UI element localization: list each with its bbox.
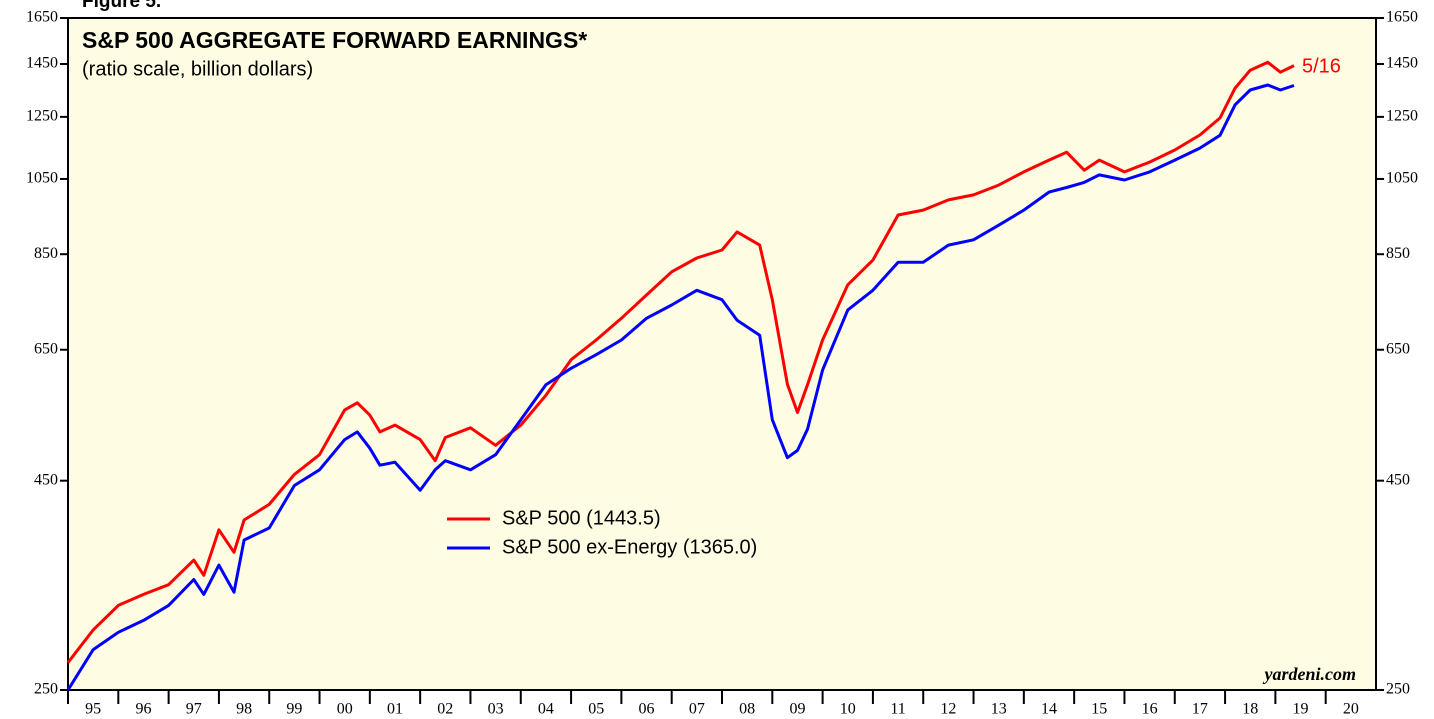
x-tick-label: 10: [840, 701, 856, 718]
y-tick-label: 250: [34, 681, 58, 698]
x-tick-label: 09: [789, 701, 805, 718]
source-label: yardeni.com: [1263, 664, 1357, 684]
chart-subtitle: (ratio scale, billion dollars): [82, 58, 313, 80]
x-tick-label: 16: [1142, 701, 1158, 718]
legend-label: S&P 500 ex-Energy (1365.0): [502, 536, 757, 558]
x-tick-label: 17: [1192, 701, 1208, 718]
y2-tick-label: 850: [1386, 245, 1410, 262]
y2-tick-label: 1450: [1386, 55, 1418, 72]
x-tick-label: 08: [739, 701, 755, 718]
x-tick-label: 00: [337, 701, 353, 718]
x-tick-label: 07: [689, 701, 705, 718]
x-tick-label: 04: [538, 701, 554, 718]
y-tick-label: 1050: [26, 170, 58, 187]
x-tick-label: 19: [1293, 701, 1309, 718]
x-tick-label: 97: [186, 701, 202, 718]
x-tick-label: 95: [85, 701, 101, 718]
series-line: [66, 83, 1295, 691]
x-tick-label: 96: [135, 701, 151, 718]
x-tick-label: 13: [991, 701, 1007, 718]
x-tick-label: 18: [1242, 701, 1258, 718]
date-annotation: 5/16: [1302, 55, 1341, 77]
y-tick-label: 650: [34, 340, 58, 357]
y2-tick-label: 1250: [1386, 108, 1418, 125]
plot-area: [67, 17, 1377, 691]
figure-label: Figure 5.: [82, 0, 161, 12]
legend-label: S&P 500 (1443.5): [502, 507, 661, 529]
x-tick-label: 02: [437, 701, 453, 718]
y2-tick-label: 250: [1386, 681, 1410, 698]
y2-tick-label: 450: [1386, 471, 1410, 488]
y-tick-label: 450: [34, 471, 58, 488]
x-tick-label: 98: [236, 701, 252, 718]
x-tick-label: 14: [1041, 701, 1057, 718]
x-tick-label: 15: [1091, 701, 1107, 718]
x-tick-label: 03: [488, 701, 504, 718]
x-tick-label: 20: [1343, 701, 1359, 718]
x-tick-label: 06: [639, 701, 655, 718]
chart-title: S&P 500 AGGREGATE FORWARD EARNINGS*: [82, 27, 587, 53]
x-tick-label: 12: [940, 701, 956, 718]
y-tick-label: 1250: [26, 108, 58, 125]
y2-tick-label: 1050: [1386, 170, 1418, 187]
y2-tick-label: 1650: [1386, 9, 1418, 26]
x-tick-label: 01: [387, 701, 403, 718]
series-line: [66, 60, 1295, 664]
x-tick-label: 05: [588, 701, 604, 718]
y-tick-label: 1650: [26, 9, 58, 26]
x-tick-label: 11: [890, 701, 905, 718]
y-tick-label: 1450: [26, 55, 58, 72]
y2-tick-label: 650: [1386, 340, 1410, 357]
y-tick-label: 850: [34, 245, 58, 262]
x-tick-label: 99: [286, 701, 302, 718]
